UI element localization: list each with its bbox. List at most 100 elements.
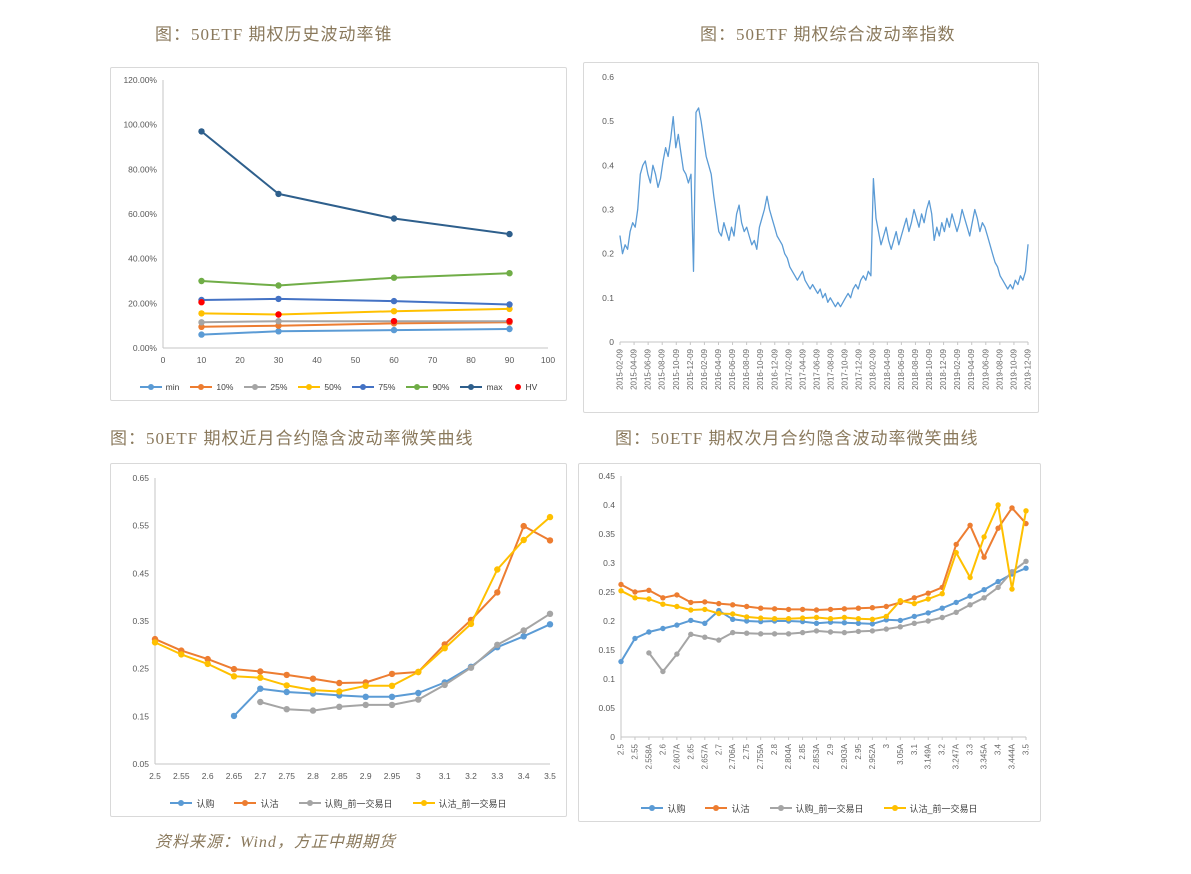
svg-text:2.65: 2.65 — [226, 771, 243, 781]
legend-item: max — [460, 382, 503, 392]
legend-item: HV — [514, 382, 538, 392]
legend-item: 认购_前一交易日 — [298, 797, 393, 810]
svg-text:2.9: 2.9 — [826, 743, 835, 755]
svg-text:90: 90 — [505, 355, 515, 365]
legend-item: 认购 — [641, 802, 685, 815]
svg-text:0.05: 0.05 — [598, 703, 615, 713]
svg-text:2019-02-09: 2019-02-09 — [953, 348, 962, 389]
legend-marker-icon — [234, 799, 257, 806]
svg-text:2.657A: 2.657A — [700, 743, 709, 769]
svg-text:50: 50 — [351, 355, 361, 365]
svg-text:2.95: 2.95 — [854, 743, 863, 759]
svg-text:2.75: 2.75 — [742, 743, 751, 759]
svg-text:3.2: 3.2 — [465, 771, 477, 781]
svg-text:2019-08-09: 2019-08-09 — [995, 348, 1004, 389]
legend-marker-icon — [406, 383, 429, 390]
svg-text:2019-06-09: 2019-06-09 — [981, 348, 990, 389]
svg-text:2.65: 2.65 — [686, 743, 695, 759]
chart-near-month-smile: 0.05 0.15 0.25 0.35 0.45 0.55 0.65 2.5 2.55 2.6 2.… — [110, 463, 567, 817]
svg-text:2018-02-09: 2018-02-09 — [869, 348, 878, 389]
svg-text:2.558A: 2.558A — [644, 743, 653, 769]
svg-text:0.55: 0.55 — [132, 521, 149, 531]
legend-label: 50% — [324, 382, 342, 392]
legend-label: 认购_前一交易日 — [795, 803, 864, 814]
near-month-smile-canvas: 0.05 0.15 0.25 0.35 0.45 0.55 0.65 2.5 2.55 2.6 2.… — [132, 473, 556, 781]
chart-historical-volatility-cone: 0.00% 20.00% 40.00% 60.00% 80.00% 100.00% 120.… — [110, 67, 567, 401]
legend-marker-icon — [352, 383, 375, 390]
legend-item: 认沽 — [234, 797, 279, 810]
svg-text:2017-08-09: 2017-08-09 — [827, 348, 836, 389]
svg-text:2015-02-09: 2015-02-09 — [616, 348, 625, 389]
svg-text:2.952A: 2.952A — [868, 743, 877, 769]
composite-volatility-index-canvas: 0 0.1 0.2 0.3 0.4 0.5 0.6 2015-02-09 2015-04-09 2… — [602, 72, 1033, 390]
svg-text:2017-02-09: 2017-02-09 — [784, 348, 793, 389]
svg-text:2.6: 2.6 — [202, 771, 214, 781]
svg-text:0.25: 0.25 — [598, 587, 615, 597]
svg-text:0.45: 0.45 — [132, 568, 149, 578]
svg-text:2019-12-09: 2019-12-09 — [1024, 348, 1033, 389]
svg-text:2.804A: 2.804A — [784, 743, 793, 769]
svg-text:20: 20 — [235, 355, 245, 365]
legend-label: HV — [525, 382, 538, 392]
legend-label: min — [165, 382, 180, 392]
svg-text:2.55: 2.55 — [173, 771, 190, 781]
svg-text:2015-10-09: 2015-10-09 — [672, 348, 681, 389]
series-line — [200, 328, 511, 336]
svg-text:2015-08-09: 2015-08-09 — [658, 348, 667, 389]
svg-text:30: 30 — [274, 355, 284, 365]
svg-text:2016-02-09: 2016-02-09 — [700, 348, 709, 389]
legend-item: 认沽_前一交易日 — [883, 802, 978, 815]
svg-text:80.00%: 80.00% — [128, 164, 157, 174]
figure-title-volatility-cone: 图：50ETF 期权历史波动率锥 — [155, 25, 393, 44]
legend-label: 25% — [270, 382, 288, 392]
svg-text:3.345A: 3.345A — [980, 743, 989, 769]
svg-text:3.444A: 3.444A — [1008, 743, 1017, 769]
svg-text:2016-08-09: 2016-08-09 — [742, 348, 751, 389]
figure-title-near-month-smile: 图：50ETF 期权近月合约隐含波动率微笑曲线 — [110, 429, 474, 448]
svg-text:20.00%: 20.00% — [128, 298, 157, 308]
next-month-smile-canvas: 0 0.05 0.1 0.15 0.2 0.25 0.3 0.35 0.4 0.45 2.5 2.55… — [598, 471, 1031, 769]
legend-item: 认沽 — [705, 802, 750, 815]
svg-text:0.15: 0.15 — [132, 711, 149, 721]
svg-text:2.95: 2.95 — [384, 771, 401, 781]
svg-text:0.2: 0.2 — [603, 616, 615, 626]
svg-text:0: 0 — [609, 337, 614, 347]
svg-text:0.1: 0.1 — [603, 674, 615, 684]
svg-text:2019-10-09: 2019-10-09 — [1009, 348, 1018, 389]
chart-composite-volatility-index: 0 0.1 0.2 0.3 0.4 0.5 0.6 2015-02-09 2015-04-09 2… — [583, 62, 1039, 413]
series-line — [200, 320, 511, 324]
svg-text:2.85: 2.85 — [798, 743, 807, 759]
svg-text:3.1: 3.1 — [439, 771, 451, 781]
svg-text:0.6: 0.6 — [602, 72, 614, 82]
legend-marker-icon — [514, 383, 522, 390]
svg-text:2018-06-09: 2018-06-09 — [897, 348, 906, 389]
svg-text:2017-06-09: 2017-06-09 — [812, 348, 821, 389]
chart-plot-area: 0 0.1 0.2 0.3 0.4 0.5 0.6 2015-02-09 2015-04-09 2… — [584, 63, 1038, 412]
svg-text:2015-06-09: 2015-06-09 — [644, 348, 653, 389]
svg-text:2.5: 2.5 — [617, 743, 626, 755]
svg-text:3.3: 3.3 — [491, 771, 503, 781]
svg-text:0.4: 0.4 — [603, 500, 615, 510]
svg-text:0: 0 — [610, 732, 615, 742]
legend-label: 认购 — [667, 803, 686, 814]
svg-text:2.706A: 2.706A — [728, 743, 737, 769]
svg-text:10: 10 — [197, 355, 207, 365]
svg-text:0.5: 0.5 — [602, 116, 614, 126]
legend-item: min — [139, 382, 180, 392]
legend-marker-icon — [641, 804, 664, 811]
svg-text:3.149A: 3.149A — [924, 743, 933, 769]
svg-text:2018-08-09: 2018-08-09 — [911, 348, 920, 389]
series-line — [200, 272, 511, 287]
svg-text:40: 40 — [312, 355, 322, 365]
svg-text:0.65: 0.65 — [132, 473, 149, 483]
legend-item: 25% — [244, 382, 287, 392]
svg-text:0.4: 0.4 — [602, 160, 614, 170]
svg-text:0.3: 0.3 — [602, 205, 614, 215]
legend-marker-icon — [139, 383, 162, 390]
svg-text:100.00%: 100.00% — [123, 120, 157, 130]
svg-text:2017-10-09: 2017-10-09 — [841, 348, 850, 389]
legend-marker-icon — [298, 383, 321, 390]
svg-text:2015-04-09: 2015-04-09 — [630, 348, 639, 389]
svg-text:3.5: 3.5 — [1022, 743, 1031, 755]
series-line — [647, 560, 1027, 673]
